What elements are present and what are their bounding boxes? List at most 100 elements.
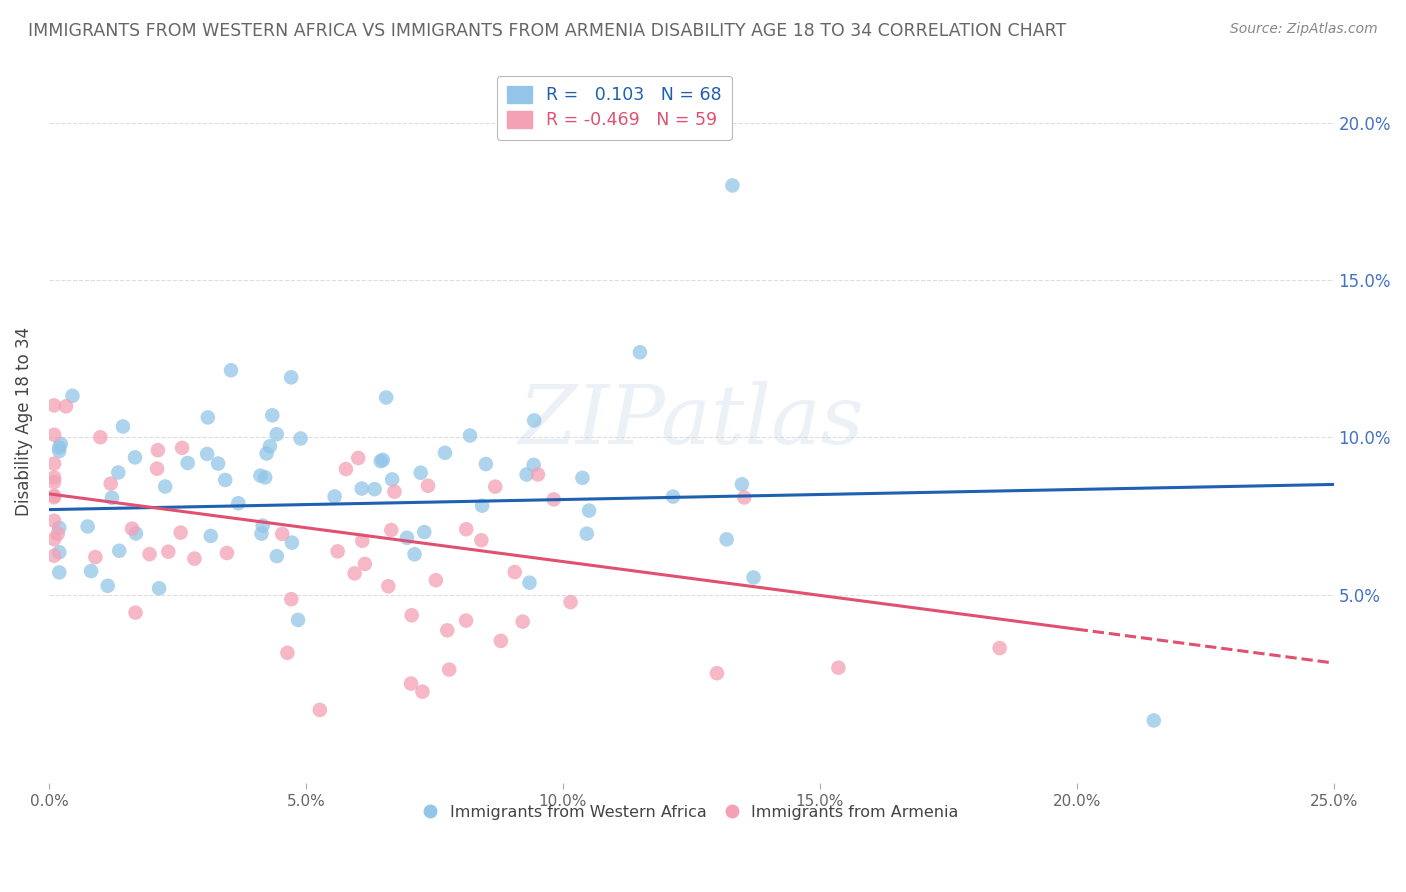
Point: [42, 514, 65, 528]
Point: [124, 606, 146, 620]
Point: [399, 676, 422, 690]
Point: [169, 525, 191, 540]
Point: [350, 482, 373, 496]
Point: [716, 533, 738, 547]
Point: [375, 391, 398, 405]
Point: [153, 479, 176, 493]
Point: [578, 503, 600, 517]
Point: [416, 479, 439, 493]
Point: [42, 532, 65, 546]
Point: [527, 467, 550, 482]
Point: [742, 570, 765, 584]
Point: [377, 579, 399, 593]
Point: [42, 489, 65, 503]
Point: [62, 389, 84, 403]
Point: [401, 608, 423, 623]
Point: [84, 550, 107, 565]
Point: [266, 549, 288, 563]
Point: [214, 473, 236, 487]
Point: [1143, 714, 1166, 728]
Point: [434, 446, 457, 460]
Point: [48, 441, 70, 455]
Point: [404, 547, 426, 561]
Point: [183, 551, 205, 566]
Point: [280, 370, 302, 384]
Point: [308, 703, 330, 717]
Point: [146, 461, 169, 475]
Point: [42, 549, 65, 563]
Point: [731, 477, 754, 491]
Point: [219, 363, 242, 377]
Point: [290, 432, 312, 446]
Point: [381, 472, 404, 486]
Point: [200, 529, 222, 543]
Point: [226, 496, 249, 510]
Point: [471, 499, 494, 513]
Point: [89, 430, 111, 444]
Legend: Immigrants from Western Africa, Immigrants from Armenia: Immigrants from Western Africa, Immigran…: [418, 798, 965, 826]
Point: [523, 458, 546, 472]
Point: [384, 484, 406, 499]
Point: [125, 526, 148, 541]
Point: [197, 410, 219, 425]
Point: [249, 468, 271, 483]
Point: [489, 633, 512, 648]
Point: [363, 482, 385, 496]
Point: [138, 547, 160, 561]
Point: [111, 419, 134, 434]
Point: [271, 527, 294, 541]
Point: [706, 666, 728, 681]
Point: [371, 453, 394, 467]
Point: [409, 466, 432, 480]
Point: [475, 457, 498, 471]
Point: [146, 443, 169, 458]
Point: [456, 522, 478, 536]
Point: [516, 467, 538, 482]
Point: [352, 533, 374, 548]
Point: [335, 462, 357, 476]
Point: [108, 543, 131, 558]
Point: [76, 519, 98, 533]
Point: [571, 471, 593, 485]
Point: [287, 613, 309, 627]
Point: [252, 518, 274, 533]
Point: [266, 427, 288, 442]
Point: [49, 437, 72, 451]
Point: [148, 582, 170, 596]
Point: [48, 521, 70, 535]
Point: [380, 523, 402, 537]
Point: [157, 544, 180, 558]
Point: [107, 466, 129, 480]
Point: [42, 490, 65, 504]
Point: [97, 579, 120, 593]
Point: [259, 439, 281, 453]
Point: [42, 470, 65, 484]
Point: [323, 490, 346, 504]
Point: [470, 533, 492, 548]
Point: [411, 684, 433, 698]
Point: [628, 345, 651, 359]
Point: [354, 557, 377, 571]
Point: [42, 475, 65, 489]
Point: [733, 491, 755, 505]
Point: [124, 450, 146, 465]
Point: [458, 428, 481, 442]
Point: [80, 564, 103, 578]
Y-axis label: Disability Age 18 to 34: Disability Age 18 to 34: [15, 327, 32, 516]
Point: [48, 545, 70, 559]
Point: [523, 413, 546, 427]
Point: [395, 531, 418, 545]
Point: [425, 573, 447, 587]
Point: [256, 446, 278, 460]
Point: [988, 641, 1011, 656]
Point: [276, 646, 298, 660]
Point: [195, 447, 218, 461]
Point: [413, 524, 436, 539]
Point: [250, 526, 273, 541]
Point: [503, 565, 526, 579]
Point: [436, 624, 458, 638]
Point: [326, 544, 349, 558]
Point: [176, 456, 198, 470]
Point: [46, 526, 69, 541]
Point: [42, 457, 65, 471]
